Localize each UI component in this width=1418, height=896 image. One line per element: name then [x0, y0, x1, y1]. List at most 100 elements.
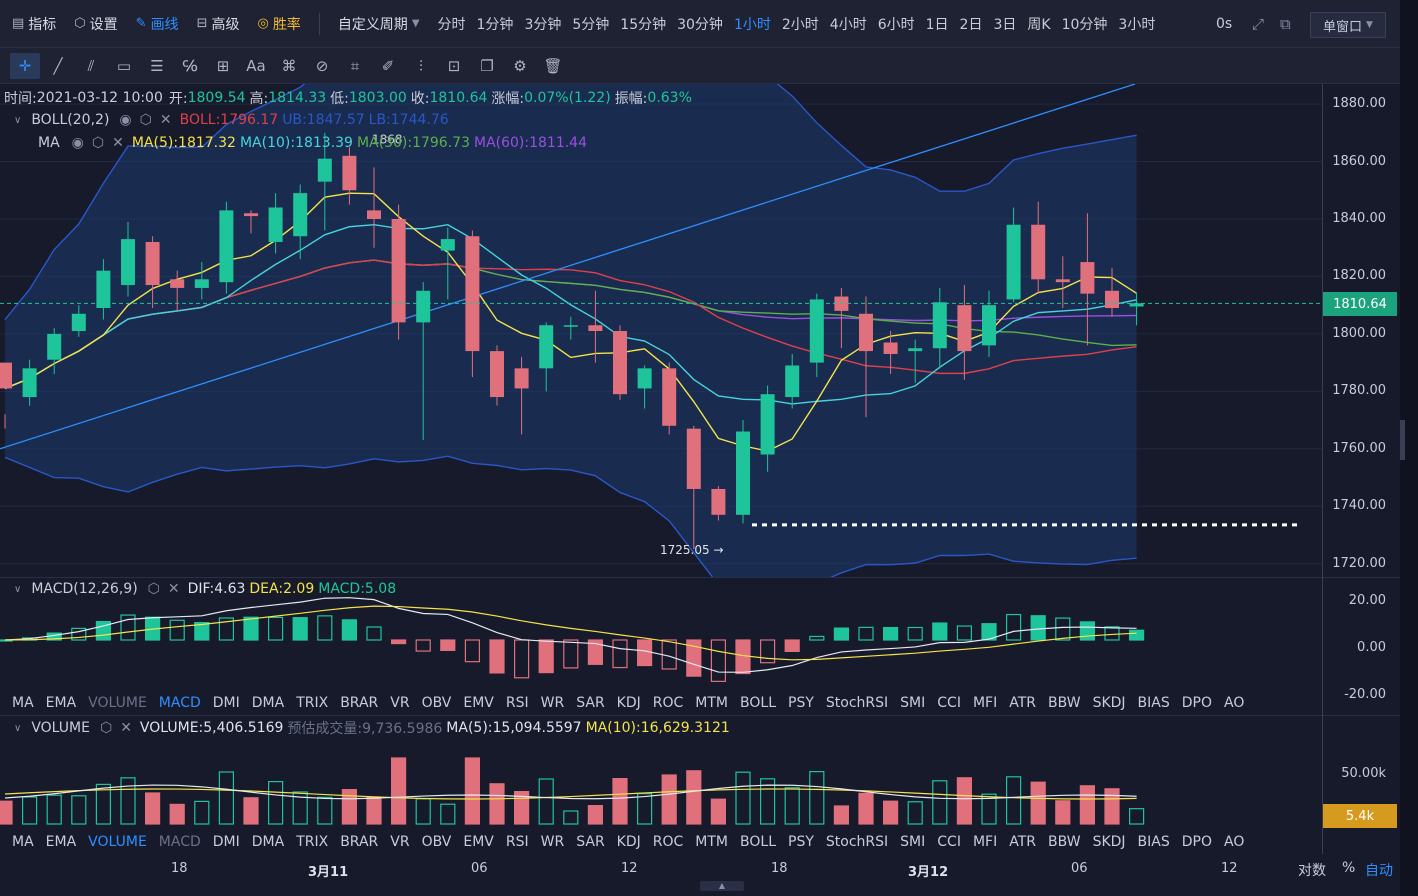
tab-roc[interactable]: ROC — [652, 695, 684, 711]
tab-psy[interactable]: PSY — [788, 695, 814, 711]
measure-tool-icon[interactable]: ⊞ — [216, 56, 230, 75]
tab-wr[interactable]: WR — [540, 695, 565, 711]
winrate-button[interactable]: ◎ 胜率 — [257, 16, 301, 33]
tab-bias[interactable]: BIAS — [1137, 834, 1170, 850]
tab-roc[interactable]: ROC — [652, 834, 684, 850]
tab-trix[interactable]: TRIX — [296, 695, 329, 711]
tab-dmi[interactable]: DMI — [212, 695, 240, 711]
tab-macd[interactable]: MACD — [158, 695, 201, 711]
panel-handle[interactable] — [1400, 420, 1405, 460]
line-tool-icon[interactable]: ╱ — [53, 56, 63, 75]
tab-ema[interactable]: EMA — [45, 695, 77, 711]
tab-cci[interactable]: CCI — [937, 695, 961, 711]
tab-bbw[interactable]: BBW — [1048, 834, 1081, 850]
tab-stochrsi[interactable]: StochRSI — [825, 695, 889, 711]
tab-dma[interactable]: DMA — [251, 695, 285, 711]
draw-button[interactable]: ✎ 画线 — [135, 16, 179, 33]
tab-ao[interactable]: AO — [1224, 695, 1245, 711]
indicators-button[interactable]: ▤ 指标 — [12, 16, 57, 33]
tab-boll[interactable]: BOLL — [740, 834, 776, 850]
tab-trix[interactable]: TRIX — [296, 834, 329, 850]
period-12[interactable]: 3日 — [993, 16, 1017, 33]
parallel-lines-tool-icon[interactable]: ☰ — [150, 56, 164, 75]
settings-button[interactable]: ⬡ 设置 — [74, 16, 118, 33]
collapse-icon[interactable]: ∨ — [14, 583, 22, 595]
ruler-tool-icon[interactable]: ⌗ — [350, 56, 360, 75]
period-0[interactable]: 分时 — [437, 16, 466, 33]
fullscreen-icon[interactable]: ⤢ — [1252, 14, 1265, 33]
close-icon[interactable]: ✕ — [112, 135, 124, 151]
tab-dpo[interactable]: DPO — [1181, 834, 1212, 850]
collapse-icon[interactable]: ∨ — [14, 114, 22, 126]
gear-icon[interactable]: ⬡ — [99, 720, 113, 736]
price-chart[interactable]: 1725.05 → 1868 — [0, 84, 1322, 578]
text-tool-icon[interactable]: Aa — [246, 56, 266, 75]
gear-icon[interactable]: ⬡ — [147, 581, 160, 597]
tab-kdj[interactable]: KDJ — [616, 695, 641, 711]
close-icon[interactable]: ✕ — [120, 720, 132, 736]
tab-skdj[interactable]: SKDJ — [1092, 834, 1126, 850]
tab-mtm[interactable]: MTM — [695, 695, 729, 711]
tab-atr[interactable]: ATR — [1009, 834, 1036, 850]
gear-icon[interactable]: ⬡ — [139, 112, 152, 128]
tab-bias[interactable]: BIAS — [1137, 695, 1170, 711]
tab-ma[interactable]: MA — [12, 834, 34, 850]
scroll-handle-icon[interactable]: ▲ — [700, 881, 744, 891]
multi-line-tool-icon[interactable]: ⫽ — [87, 56, 95, 75]
period-5[interactable]: 30分钟 — [677, 16, 723, 33]
percent-toggle[interactable]: % — [1342, 860, 1356, 876]
tab-ema[interactable]: EMA — [45, 834, 77, 850]
tab-atr[interactable]: ATR — [1009, 695, 1036, 711]
volume-chart[interactable] — [0, 716, 1322, 828]
close-icon[interactable]: ✕ — [167, 581, 180, 597]
tab-ao[interactable]: AO — [1224, 834, 1245, 850]
lock-tool-icon[interactable]: ⊡ — [447, 56, 461, 75]
tab-mfi[interactable]: MFI — [972, 695, 998, 711]
tab-skdj[interactable]: SKDJ — [1092, 695, 1126, 711]
period-7[interactable]: 2小时 — [781, 16, 819, 33]
tab-macd[interactable]: MACD — [158, 834, 201, 850]
collapse-icon[interactable]: ∨ — [14, 722, 22, 734]
tab-bbw[interactable]: BBW — [1048, 695, 1081, 711]
fib-tool-icon[interactable]: ℅ — [182, 56, 198, 75]
tab-dmi[interactable]: DMI — [212, 834, 240, 850]
advanced-button[interactable]: ⊟ 高级 — [196, 16, 240, 33]
eye-icon[interactable]: ◉ — [71, 135, 84, 151]
period-8[interactable]: 4小时 — [829, 16, 867, 33]
period-10[interactable]: 1日 — [925, 16, 949, 33]
right-scrollbar[interactable] — [1400, 0, 1418, 896]
tab-volume[interactable]: VOLUME — [88, 695, 147, 711]
period-11[interactable]: 2日 — [959, 16, 983, 33]
period-13[interactable]: 周K — [1027, 16, 1051, 33]
period-3[interactable]: 5分钟 — [572, 16, 610, 33]
tab-dma[interactable]: DMA — [251, 834, 285, 850]
tab-kdj[interactable]: KDJ — [616, 834, 641, 850]
popout-icon[interactable]: ⧉ — [1280, 14, 1291, 33]
log-scale-toggle[interactable]: 对数 — [1298, 863, 1326, 879]
price-axis[interactable]: 1880.00 1860.00 1840.00 1820.00 1800.00 1780.… — [1322, 84, 1400, 854]
settings-tool-icon[interactable]: ⚙ — [513, 56, 527, 75]
custom-period-dropdown[interactable]: 自定义周期 ▼ — [337, 16, 420, 33]
tab-obv[interactable]: OBV — [421, 695, 452, 711]
copy-tool-icon[interactable]: ❐ — [480, 56, 494, 75]
gear-icon[interactable]: ⬡ — [91, 135, 105, 151]
tab-brar[interactable]: BRAR — [340, 695, 379, 711]
tab-rsi[interactable]: RSI — [505, 695, 529, 711]
rectangle-tool-icon[interactable]: ▭ — [116, 56, 132, 75]
macd-chart[interactable] — [0, 578, 1322, 688]
tab-boll[interactable]: BOLL — [740, 695, 776, 711]
tab-sar[interactable]: SAR — [576, 834, 605, 850]
tab-emv[interactable]: EMV — [463, 834, 494, 850]
tab-brar[interactable]: BRAR — [340, 834, 379, 850]
pattern-tool-icon[interactable]: ⌘ — [281, 56, 297, 75]
tab-vr[interactable]: VR — [390, 834, 410, 850]
tab-dpo[interactable]: DPO — [1181, 695, 1212, 711]
tab-stochrsi[interactable]: StochRSI — [825, 834, 889, 850]
brush-tool-icon[interactable]: ✐ — [381, 56, 395, 75]
tab-obv[interactable]: OBV — [421, 834, 452, 850]
tab-wr[interactable]: WR — [540, 834, 565, 850]
tab-mtm[interactable]: MTM — [695, 834, 729, 850]
tab-smi[interactable]: SMI — [900, 834, 926, 850]
tab-ma[interactable]: MA — [12, 695, 34, 711]
close-icon[interactable]: ✕ — [159, 112, 172, 128]
